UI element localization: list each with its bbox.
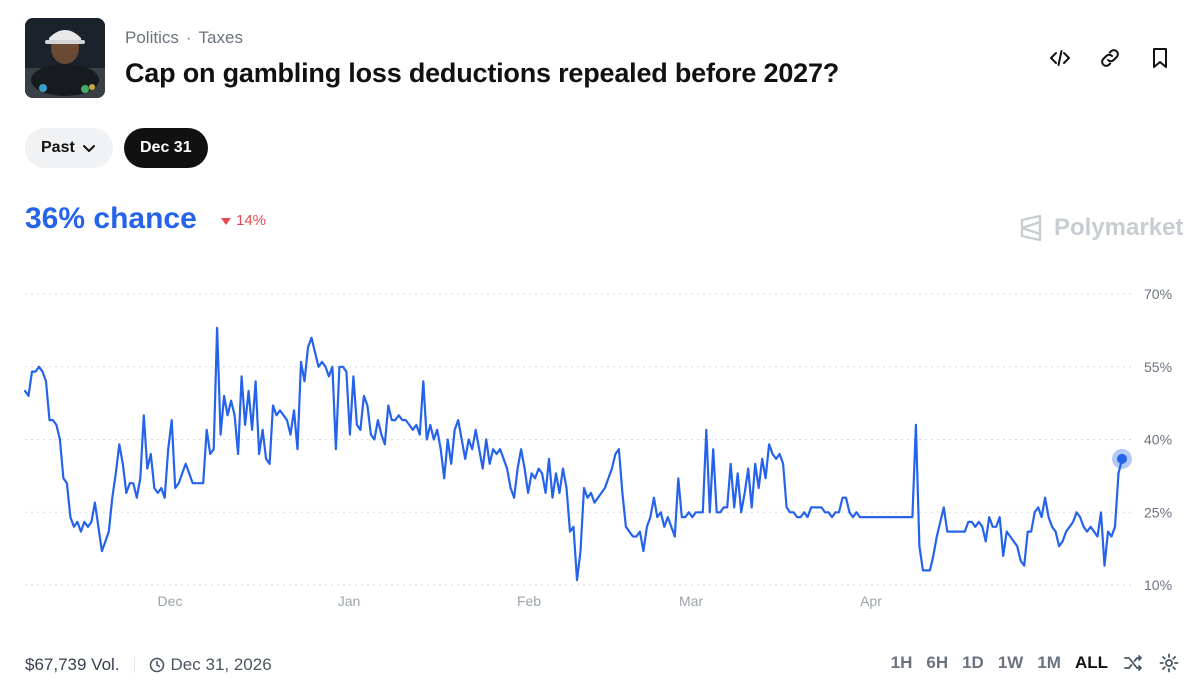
clock-icon: [149, 657, 164, 673]
x-tick-label: Feb: [517, 593, 541, 609]
copy-link-button[interactable]: [1098, 44, 1122, 72]
range-1m[interactable]: 1M: [1037, 653, 1061, 672]
code-icon: [1050, 50, 1070, 66]
polymarket-logo-icon: [1020, 214, 1042, 242]
chevron-down-icon: [82, 145, 95, 152]
x-tick-label: Apr: [860, 593, 882, 609]
settings-gear-icon[interactable]: [1158, 652, 1180, 674]
range-options: 1H 6H 1D 1W 1M ALL: [891, 653, 1108, 673]
breadcrumb-separator: ·: [185, 28, 192, 47]
x-tick-label: Dec: [158, 593, 183, 609]
end-date: Dec 31, 2026: [149, 655, 272, 675]
time-range-selector: 1H 6H 1D 1W 1M ALL: [891, 652, 1180, 674]
market-footer: $67,739 Vol. Dec 31, 2026: [25, 655, 272, 675]
change-value: 14%: [236, 212, 267, 229]
page-title: Cap on gambling loss deductions repealed…: [125, 58, 840, 88]
volume-text: $67,739 Vol.: [25, 655, 120, 674]
past-dropdown[interactable]: Past: [25, 128, 113, 168]
embed-button[interactable]: [1048, 44, 1072, 72]
y-tick-label: 40%: [1144, 432, 1172, 448]
date-chip-label: Dec 31: [140, 139, 192, 156]
price-chart[interactable]: 70% 55% 40% 25% 10% Dec Jan Feb Mar Apr: [0, 270, 1200, 610]
x-tick-label: Mar: [679, 593, 703, 609]
x-axis-labels: Dec Jan Feb Mar Apr: [158, 593, 883, 609]
y-tick-label: 25%: [1144, 504, 1172, 520]
y-axis-labels: 70% 55% 40% 25% 10%: [1144, 286, 1172, 593]
range-1d[interactable]: 1D: [962, 653, 984, 672]
range-1w[interactable]: 1W: [997, 653, 1024, 672]
past-dropdown-label: Past: [41, 139, 75, 156]
bookmark-button[interactable]: [1148, 44, 1172, 72]
header-actions: [1048, 44, 1172, 72]
x-tick-label: Jan: [338, 593, 361, 609]
market-thumbnail-image: [25, 18, 105, 98]
shuffle-icon[interactable]: [1122, 652, 1144, 674]
footer-divider: [133, 657, 135, 673]
chart-grid: [25, 293, 1132, 586]
date-chip-selected[interactable]: Dec 31: [124, 128, 208, 168]
end-date-text: Dec 31, 2026: [170, 655, 272, 674]
link-icon: [1101, 49, 1119, 67]
breadcrumb: Politics · Taxes: [125, 28, 243, 48]
brand-name: Polymarket: [1054, 214, 1184, 241]
y-tick-label: 10%: [1144, 577, 1172, 593]
y-tick-label: 55%: [1144, 359, 1172, 375]
market-thumbnail: [25, 18, 105, 98]
change-indicator: 14%: [220, 212, 266, 229]
chance-value: 36% chance: [25, 202, 197, 235]
range-6h[interactable]: 6H: [926, 653, 949, 672]
range-all[interactable]: ALL: [1074, 653, 1108, 672]
y-tick-label: 70%: [1144, 286, 1172, 302]
brand-watermark: Polymarket: [1018, 214, 1183, 242]
current-value-marker: [1117, 453, 1127, 464]
breadcrumb-subcategory[interactable]: Taxes: [198, 28, 243, 47]
range-1h[interactable]: 1H: [890, 653, 913, 672]
chance-line: [23, 326, 1124, 582]
breadcrumb-category[interactable]: Politics: [125, 28, 179, 47]
bookmark-icon: [1153, 48, 1167, 68]
triangle-down-icon: [221, 217, 231, 225]
